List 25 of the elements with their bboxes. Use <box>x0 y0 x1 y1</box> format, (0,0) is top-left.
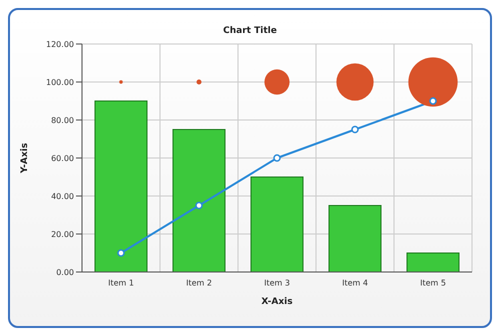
x-tick-label: Item 1 <box>108 278 134 288</box>
y-tick-label: 100.00 <box>46 78 74 87</box>
x-axis-title: X-Axis <box>261 297 293 307</box>
chart-title: Chart Title <box>222 26 278 36</box>
bar <box>94 100 148 272</box>
bar <box>250 176 304 272</box>
point <box>195 202 203 210</box>
x-tick-label: Item 5 <box>420 278 446 288</box>
bar <box>172 129 226 272</box>
point <box>429 97 437 105</box>
y-tick-label: 120.00 <box>46 40 74 49</box>
point <box>117 249 125 257</box>
bar <box>406 252 460 272</box>
x-tick-label: Item 2 <box>186 278 212 288</box>
y-axis-title: Y-Axis <box>20 142 30 174</box>
y-tick-label: 40.00 <box>51 192 74 201</box>
point <box>351 126 359 134</box>
x-tick-label: Item 4 <box>342 278 368 288</box>
y-tick-label: 20.00 <box>51 230 74 239</box>
y-tick-label: 0.00 <box>56 268 74 277</box>
x-tick-label: Item 3 <box>264 278 290 288</box>
y-tick-label: 60.00 <box>51 154 74 163</box>
point <box>273 154 281 162</box>
y-tick-label: 80.00 <box>51 116 74 125</box>
bar <box>328 205 382 272</box>
